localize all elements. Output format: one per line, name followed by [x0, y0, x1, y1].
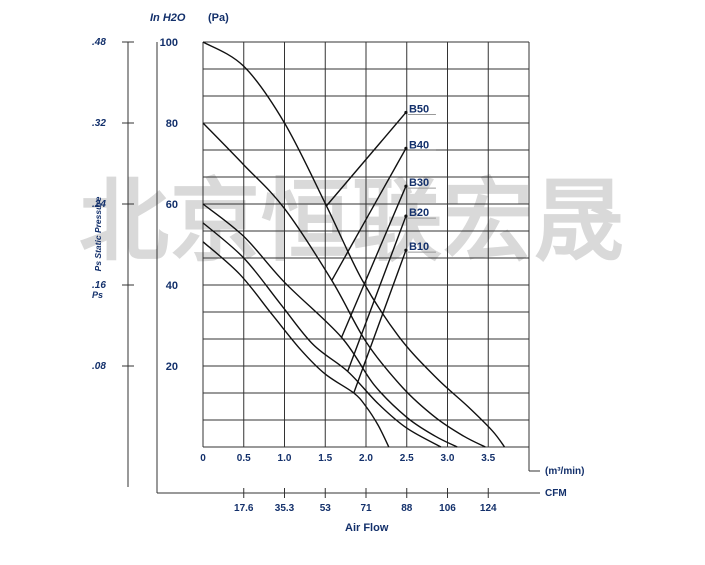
svg-text:2.0: 2.0	[359, 453, 373, 464]
svg-text:124: 124	[480, 503, 497, 514]
svg-text:In H2O: In H2O	[150, 12, 186, 24]
svg-text:(m³/min): (m³/min)	[545, 466, 584, 477]
svg-text:0: 0	[200, 453, 206, 464]
svg-text:.32: .32	[92, 118, 106, 129]
svg-text:3.0: 3.0	[441, 453, 455, 464]
svg-text:71: 71	[360, 503, 372, 514]
svg-text:B30: B30	[409, 177, 429, 189]
svg-text:1.0: 1.0	[278, 453, 292, 464]
svg-text:35.3: 35.3	[275, 503, 295, 514]
svg-text:Ps: Ps	[92, 290, 103, 300]
svg-text:88: 88	[401, 503, 413, 514]
svg-text:53: 53	[320, 503, 332, 514]
svg-text:20: 20	[166, 361, 178, 373]
svg-text:60: 60	[166, 199, 178, 211]
svg-text:.48: .48	[92, 37, 106, 48]
svg-text:B40: B40	[409, 139, 429, 151]
svg-text:Ps Static Pressure: Ps Static Pressure	[93, 196, 103, 271]
svg-text:2.5: 2.5	[400, 453, 414, 464]
svg-text:B20: B20	[409, 207, 429, 219]
svg-text:106: 106	[439, 503, 456, 514]
svg-text:40: 40	[166, 280, 178, 292]
svg-text:0.5: 0.5	[237, 453, 251, 464]
svg-text:80: 80	[166, 118, 178, 130]
svg-text:北京恒联宏晟: 北京恒联宏晟	[79, 172, 625, 272]
svg-text:3.5: 3.5	[481, 453, 495, 464]
svg-text:B10: B10	[409, 241, 429, 253]
svg-text:B50: B50	[409, 103, 429, 115]
svg-text:.08: .08	[92, 361, 106, 372]
svg-text:CFM: CFM	[545, 488, 567, 499]
svg-text:1.5: 1.5	[318, 453, 332, 464]
svg-text:Air Flow: Air Flow	[345, 522, 389, 534]
svg-text:100: 100	[160, 37, 178, 49]
svg-text:(Pa): (Pa)	[208, 12, 229, 24]
svg-text:17.6: 17.6	[234, 503, 254, 514]
